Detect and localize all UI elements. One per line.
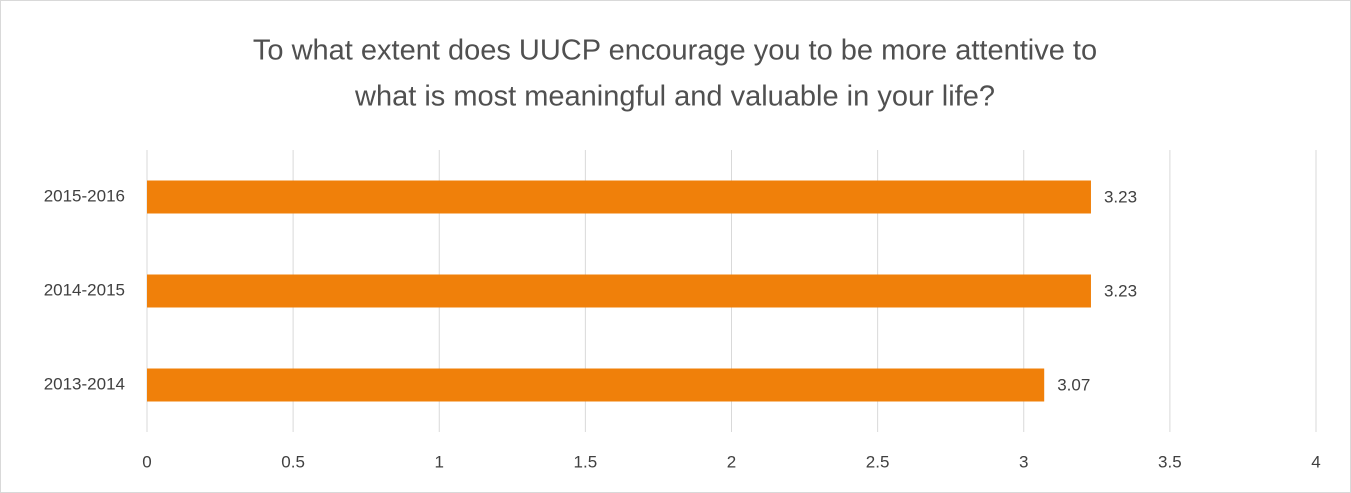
bar xyxy=(147,274,1091,308)
y-tick-label: 2014-2015 xyxy=(44,280,125,299)
y-tick-label: 2013-2014 xyxy=(44,374,125,393)
x-tick-label: 2 xyxy=(727,452,736,471)
bar xyxy=(147,368,1045,402)
data-label: 3.23 xyxy=(1104,281,1137,300)
data-label: 3.23 xyxy=(1104,187,1137,206)
x-tick-label: 3 xyxy=(1019,452,1028,471)
x-tick-label: 0 xyxy=(142,452,151,471)
x-tick-label: 1.5 xyxy=(574,452,598,471)
x-tick-label: 1 xyxy=(435,452,444,471)
x-tick-label: 4 xyxy=(1311,452,1320,471)
chart-title: what is most meaningful and valuable in … xyxy=(354,81,995,113)
x-tick-label: 0.5 xyxy=(281,452,305,471)
x-tick-label: 3.5 xyxy=(1158,452,1182,471)
y-tick-label: 2015-2016 xyxy=(44,186,125,205)
data-label: 3.07 xyxy=(1057,375,1090,394)
chart-title: To what extent does UUCP encourage you t… xyxy=(253,35,1097,67)
bar xyxy=(147,180,1091,214)
x-tick-label: 2.5 xyxy=(866,452,890,471)
